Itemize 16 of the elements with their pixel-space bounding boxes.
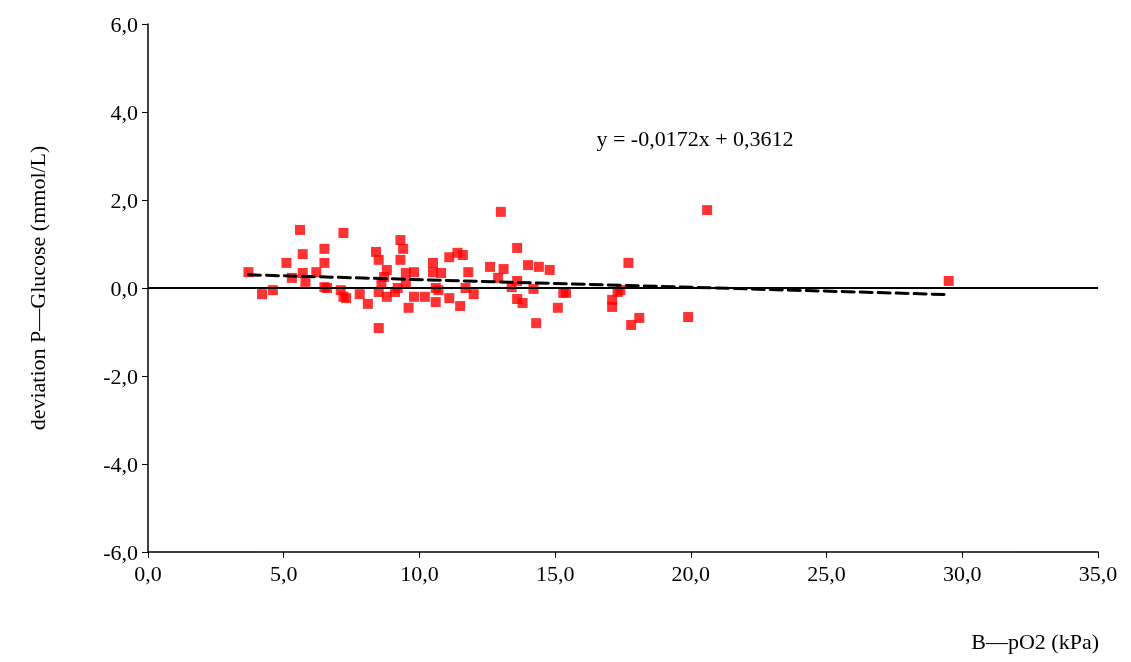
annotation: y = -0,0172x + 0,3612 (596, 125, 794, 151)
x-tick-label: 20,0 (671, 560, 711, 586)
x-tick-label: 15,0 (535, 560, 575, 586)
y-axis-title: deviation P—Glucose (mmol/L) (24, 145, 50, 431)
x-tick-label: 10,0 (400, 560, 439, 586)
y-tick-label: -4,0 (103, 451, 138, 477)
y-tick-label: -2,0 (103, 363, 138, 389)
x-tick-label: 30,0 (943, 560, 982, 586)
x-axis-title: B—pO2 (kPa) (971, 628, 1099, 654)
y-tick-label: 2,0 (110, 187, 138, 213)
y-tick-label: 4,0 (110, 99, 138, 125)
x-tick-label: 35,0 (1078, 560, 1118, 586)
y-tick-label: 6,0 (110, 11, 138, 37)
x-tick-label: 25,0 (807, 560, 846, 586)
y-tick-label: 0,0 (110, 275, 138, 301)
x-tick-label: 5,0 (269, 560, 298, 586)
